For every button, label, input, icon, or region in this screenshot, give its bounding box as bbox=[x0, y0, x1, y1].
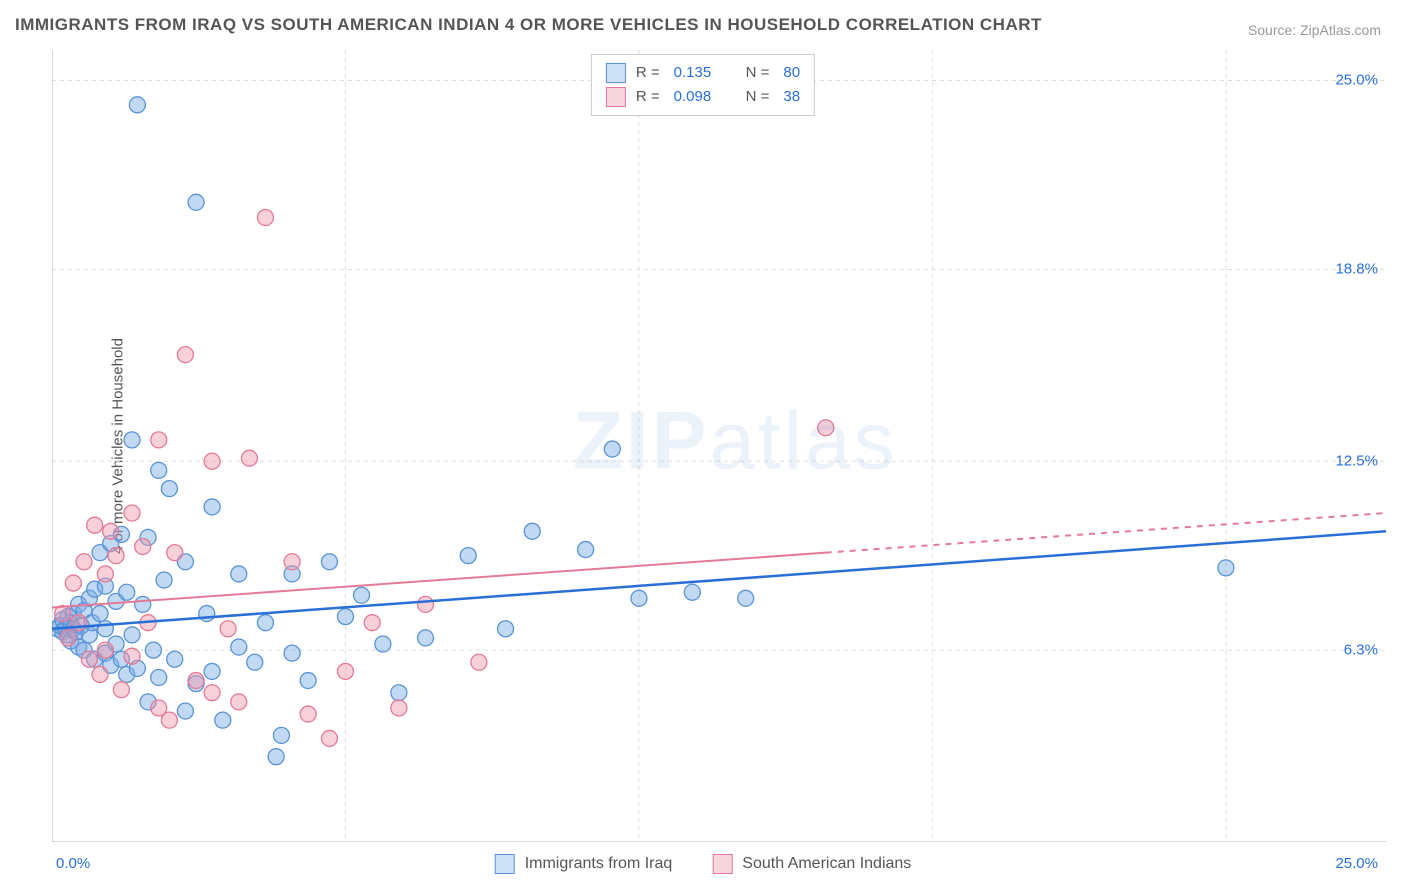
x-tick-min: 0.0% bbox=[56, 855, 90, 872]
n-value-2: 38 bbox=[783, 85, 800, 109]
chart-title: IMMIGRANTS FROM IRAQ VS SOUTH AMERICAN I… bbox=[15, 15, 1042, 35]
r-value-2: 0.098 bbox=[674, 85, 736, 109]
correlation-legend: R = 0.135 N = 80 R = 0.098 N = 38 bbox=[591, 54, 815, 116]
y-tick: 6.3% bbox=[1344, 642, 1378, 659]
series-legend: Immigrants from Iraq South American Indi… bbox=[495, 854, 912, 874]
legend-row-series1: R = 0.135 N = 80 bbox=[606, 61, 800, 85]
r-label: R = bbox=[636, 61, 660, 85]
plot-area: ZIPatlas bbox=[52, 50, 1386, 842]
legend-item-2: South American Indians bbox=[712, 854, 911, 874]
series1-name: Immigrants from Iraq bbox=[525, 855, 673, 873]
swatch-series2 bbox=[606, 87, 626, 107]
y-tick: 12.5% bbox=[1335, 453, 1378, 470]
legend-item-1: Immigrants from Iraq bbox=[495, 854, 673, 874]
swatch-series1 bbox=[606, 63, 626, 83]
y-tick: 18.8% bbox=[1335, 261, 1378, 278]
n-label: N = bbox=[746, 85, 770, 109]
scatter-svg bbox=[52, 50, 1386, 842]
swatch-series2-bottom bbox=[712, 854, 732, 874]
y-tick: 25.0% bbox=[1335, 72, 1378, 89]
x-tick-max: 25.0% bbox=[1335, 855, 1378, 872]
r-label: R = bbox=[636, 85, 660, 109]
series2-name: South American Indians bbox=[742, 855, 911, 873]
n-label: N = bbox=[746, 61, 770, 85]
r-value-1: 0.135 bbox=[674, 61, 736, 85]
legend-row-series2: R = 0.098 N = 38 bbox=[606, 85, 800, 109]
n-value-1: 80 bbox=[783, 61, 800, 85]
swatch-series1-bottom bbox=[495, 854, 515, 874]
source-label: Source: ZipAtlas.com bbox=[1248, 22, 1381, 38]
